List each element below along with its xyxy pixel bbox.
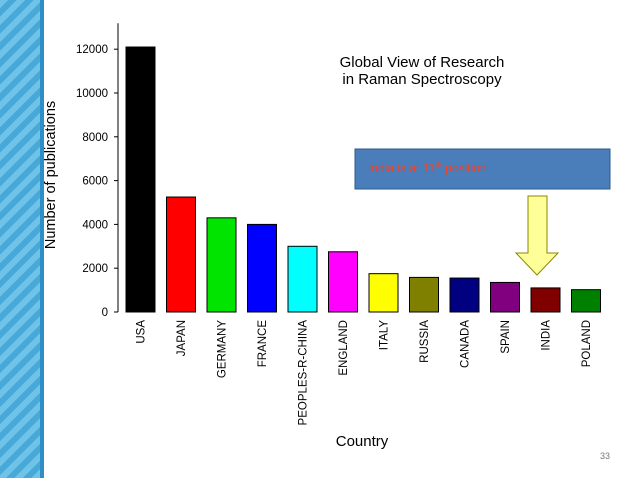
chart-title-line-2: in Raman Spectroscopy xyxy=(342,71,502,88)
x-tick-label: FRANCE xyxy=(257,320,269,368)
bar-india xyxy=(530,287,561,313)
bar-japan xyxy=(166,196,196,313)
x-tick-label: RUSSIA xyxy=(419,320,431,363)
y-tick-label: 2000 xyxy=(82,263,108,275)
bar-peoples-r-china xyxy=(287,245,318,313)
x-tick-label: PEOPLES-R-CHINA xyxy=(298,320,310,426)
bar-france xyxy=(247,223,277,313)
x-tick-label: ENGLAND xyxy=(338,320,350,376)
x-axis-label: Country xyxy=(336,433,389,450)
y-tick-label: 10000 xyxy=(76,88,108,100)
bar-germany xyxy=(206,217,237,313)
y-tick-label: 0 xyxy=(102,307,108,319)
y-tick-label: 6000 xyxy=(82,176,108,188)
annotation-text-end: position xyxy=(442,161,487,175)
x-tick-label: USA xyxy=(136,320,148,344)
page-number: 33 xyxy=(599,451,610,461)
x-tick-label: CANADA xyxy=(460,320,472,368)
chart-title-line-1: Global View of Research xyxy=(340,54,505,71)
annotation-text: India is at 11th position xyxy=(368,161,487,176)
x-tick-label: SPAIN xyxy=(500,320,512,354)
y-axis-label: Number of publications xyxy=(43,101,59,249)
decorative-side-band xyxy=(0,0,44,478)
x-tick-label: JAPAN xyxy=(176,320,188,356)
x-tick-label: INDIA xyxy=(541,320,553,351)
bar-spain xyxy=(490,281,520,313)
annotation-callout: India is at 11th position xyxy=(354,148,611,276)
bar-canada xyxy=(449,277,480,313)
y-tick-label: 8000 xyxy=(82,132,108,144)
x-tick-label: GERMANY xyxy=(217,320,229,378)
annotation-text-sup: th xyxy=(435,161,442,170)
bar-italy xyxy=(368,273,399,313)
down-arrow-icon xyxy=(514,195,560,276)
annotation-box xyxy=(354,148,611,190)
bar-russia xyxy=(409,276,439,313)
annotation-text-main: India is at 11 xyxy=(368,161,435,175)
bar-usa xyxy=(125,46,156,313)
x-tick-label: ITALY xyxy=(379,320,391,351)
y-tick-label: 12000 xyxy=(76,44,108,56)
x-tick-label: POLAND xyxy=(581,320,593,367)
bar-england xyxy=(328,251,358,313)
bar-poland xyxy=(571,289,601,313)
y-tick-label: 4000 xyxy=(82,219,108,231)
